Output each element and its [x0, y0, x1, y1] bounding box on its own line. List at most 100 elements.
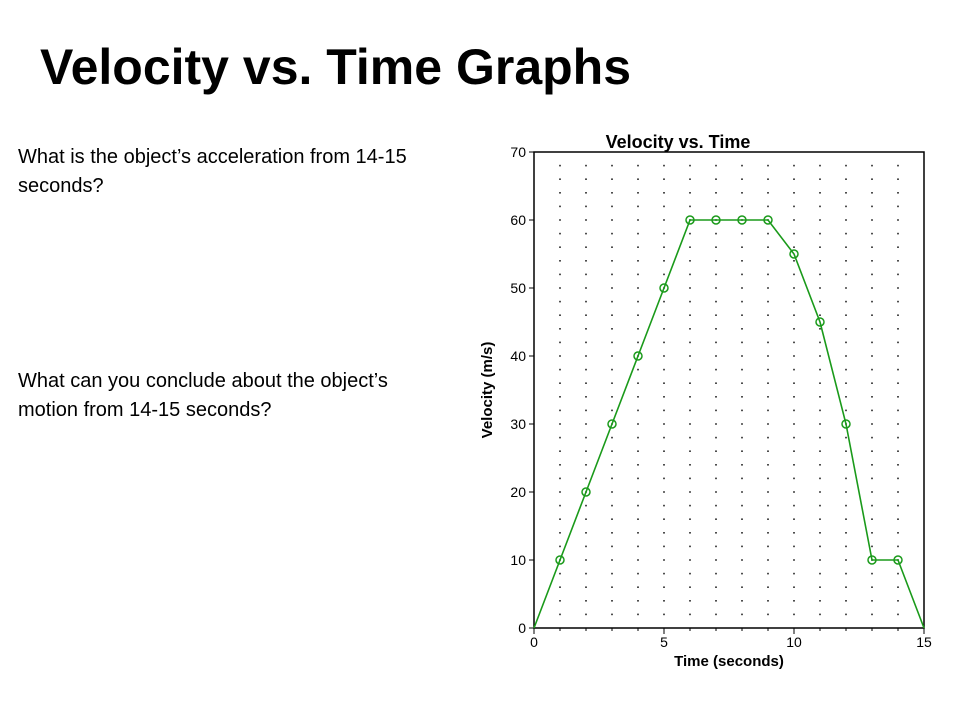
- grid-dot: [585, 300, 587, 303]
- grid-dot: [611, 287, 613, 289]
- grid-dot: [611, 600, 613, 602]
- grid-dot: [767, 518, 769, 520]
- grid-dot: [689, 273, 691, 276]
- grid-dot: [637, 178, 639, 180]
- grid-dot: [741, 300, 743, 303]
- chart-title: Velocity vs. Time: [606, 132, 751, 152]
- grid-dot: [871, 219, 873, 221]
- grid-dot: [611, 504, 613, 507]
- grid-dot: [559, 192, 561, 194]
- grid-dot: [663, 355, 665, 357]
- grid-dot: [637, 409, 639, 412]
- grid-dot: [741, 586, 743, 588]
- grid-dot: [741, 273, 743, 276]
- grid-dot: [819, 572, 821, 575]
- grid-dot: [637, 192, 639, 194]
- grid-dot: [559, 450, 561, 452]
- grid-dot: [559, 382, 561, 384]
- grid-dot: [585, 273, 587, 276]
- grid-dot: [663, 532, 665, 534]
- grid-dot: [741, 246, 743, 248]
- grid-dot: [819, 232, 821, 235]
- grid-dot: [741, 164, 743, 167]
- grid-dot: [845, 518, 847, 520]
- grid-dot: [715, 572, 717, 575]
- grid-dot: [871, 504, 873, 507]
- grid-dot: [611, 396, 613, 398]
- grid-dot: [845, 260, 847, 262]
- grid-dot: [663, 382, 665, 384]
- grid-dot: [585, 192, 587, 194]
- grid-dot: [767, 409, 769, 412]
- grid-dot: [637, 491, 639, 493]
- grid-dot: [819, 504, 821, 507]
- grid-dot: [559, 491, 561, 493]
- grid-dot: [897, 287, 899, 289]
- question-motion-conclusion: What can you conclude about the object’s…: [18, 370, 388, 421]
- grid-dot: [663, 436, 665, 439]
- grid-dot: [741, 545, 743, 548]
- x-tick-label: 0: [530, 634, 538, 650]
- grid-dot: [819, 613, 821, 616]
- grid-dot: [897, 219, 899, 221]
- grid-dot: [715, 246, 717, 248]
- grid-dot: [897, 300, 899, 303]
- grid-dot: [715, 164, 717, 167]
- grid-dot: [767, 341, 769, 344]
- grid-dot: [819, 273, 821, 276]
- grid-dot: [741, 491, 743, 493]
- grid-dot: [715, 613, 717, 616]
- grid-dot: [559, 532, 561, 534]
- grid-dot: [819, 518, 821, 520]
- grid-dot: [767, 464, 769, 466]
- grid-dot: [559, 409, 561, 412]
- grid-dot: [611, 178, 613, 180]
- grid-dot: [819, 328, 821, 330]
- grid-dot: [559, 396, 561, 398]
- grid-dot: [819, 586, 821, 588]
- grid-dot: [559, 436, 561, 439]
- grid-dot: [897, 246, 899, 248]
- grid-dot: [663, 600, 665, 602]
- grid-dot: [715, 586, 717, 588]
- grid-dot: [793, 423, 795, 425]
- grid-dot: [559, 504, 561, 507]
- slide-title: Velocity vs. Time Graphs: [40, 39, 632, 95]
- grid-dot: [637, 273, 639, 276]
- grid-dot: [741, 382, 743, 384]
- grid-dot: [741, 314, 743, 316]
- grid-dot: [715, 260, 717, 262]
- grid-dot: [585, 355, 587, 357]
- grid-dot: [741, 477, 743, 480]
- grid-dot: [741, 368, 743, 371]
- x-axis-label: Time (seconds): [674, 653, 784, 670]
- grid-dot: [715, 491, 717, 493]
- grid-dot: [611, 219, 613, 221]
- grid-dot: [819, 477, 821, 480]
- grid-dot: [741, 232, 743, 235]
- grid-dot: [637, 423, 639, 425]
- grid-dot: [585, 396, 587, 398]
- grid-dot: [689, 192, 691, 194]
- grid-dot: [741, 450, 743, 452]
- grid-dot: [793, 192, 795, 194]
- grid-dot: [819, 341, 821, 344]
- grid-dot: [793, 436, 795, 439]
- grid-dot: [689, 246, 691, 248]
- grid-dot: [767, 205, 769, 208]
- grid-dot: [715, 232, 717, 235]
- grid-dot: [559, 300, 561, 303]
- grid-dot: [897, 232, 899, 235]
- grid-dot: [871, 423, 873, 425]
- grid-dot: [845, 586, 847, 588]
- grid-dot: [767, 192, 769, 194]
- grid-dot: [637, 450, 639, 452]
- grid-dot: [637, 600, 639, 602]
- grid-dot: [897, 260, 899, 262]
- grid-dot: [611, 328, 613, 330]
- grid-dot: [845, 178, 847, 180]
- grid-dot: [819, 219, 821, 221]
- grid-dot: [611, 273, 613, 276]
- grid-dot: [559, 464, 561, 466]
- grid-dot: [585, 450, 587, 452]
